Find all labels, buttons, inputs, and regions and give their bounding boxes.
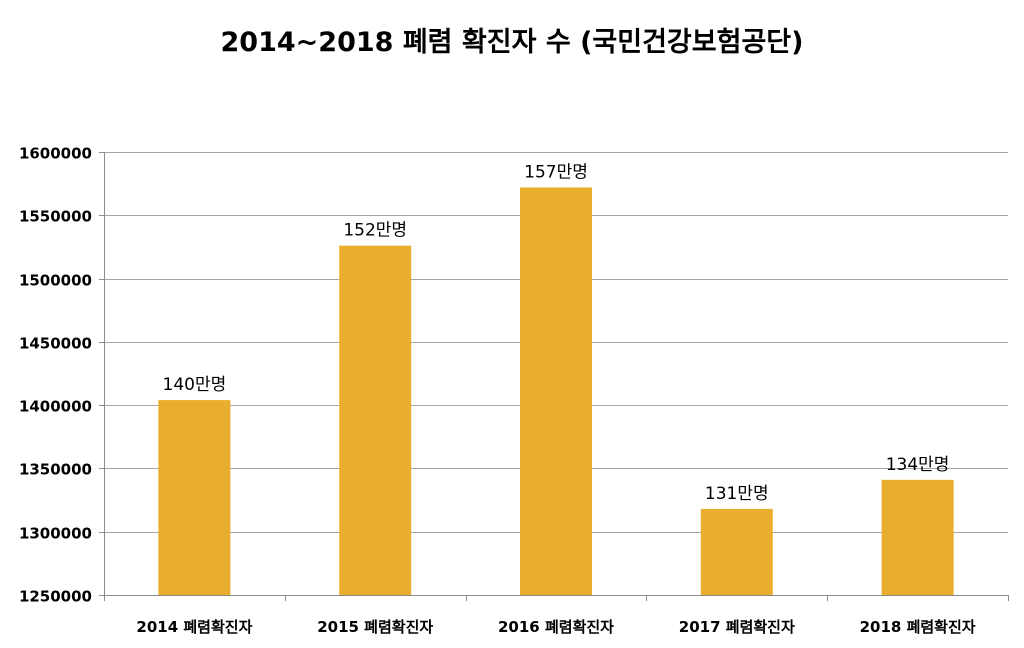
y-tick-label: 1350000 xyxy=(19,461,92,479)
x-axis xyxy=(104,152,1009,601)
data-label: 157만명 xyxy=(524,162,588,182)
bar xyxy=(881,479,954,595)
bars xyxy=(158,187,954,596)
y-axis-tick-labels: 1250000 1300000 1350000 1400000 1450000 15000… xyxy=(19,145,92,606)
x-category-label: 2018 폐렴확진자 xyxy=(860,618,976,636)
x-category-label: 2014 폐렴확진자 xyxy=(136,618,252,636)
data-labels: 140만명 152만명 157만명 131만명 134만명 xyxy=(163,162,950,503)
data-label: 152만명 xyxy=(343,221,407,241)
y-tick-label: 1400000 xyxy=(19,398,92,416)
y-tick-label: 1450000 xyxy=(19,335,92,353)
y-tick-label: 1250000 xyxy=(19,588,92,606)
data-label: 140만명 xyxy=(163,375,227,395)
x-category-label: 2015 폐렴확진자 xyxy=(317,618,433,636)
data-label: 131만명 xyxy=(705,484,769,504)
y-tick-label: 1300000 xyxy=(19,525,92,543)
y-tick-label: 1550000 xyxy=(19,208,92,226)
x-category-label: 2017 폐렴확진자 xyxy=(679,618,795,636)
y-tick-label: 1600000 xyxy=(19,145,92,163)
data-label: 134만명 xyxy=(886,455,950,475)
y-tick-label: 1500000 xyxy=(19,272,92,290)
bar xyxy=(520,187,592,595)
bar xyxy=(339,245,412,596)
bar xyxy=(700,508,773,595)
bar xyxy=(158,400,231,595)
x-category-label: 2016 폐렴확진자 xyxy=(498,618,614,636)
x-axis-category-labels: 2014 폐렴확진자 2015 폐렴확진자 2016 폐렴확진자 2017 폐렴확진자… xyxy=(136,618,975,636)
chart-title: 2014~2018 폐렴 확진자 수 (국민건강보험공단) xyxy=(221,27,804,58)
